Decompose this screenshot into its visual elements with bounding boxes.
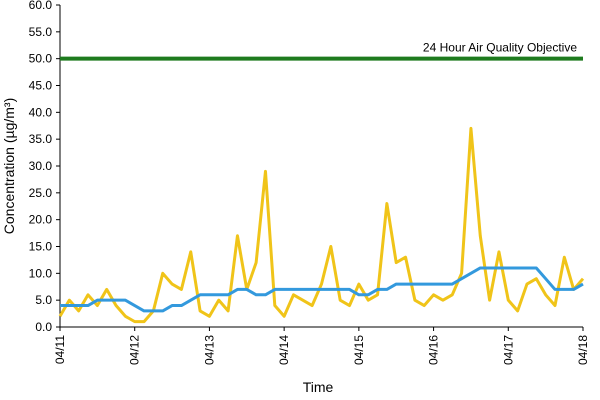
y-tick-label: 5.0 bbox=[35, 293, 52, 307]
x-tick-label: 04/15 bbox=[352, 335, 366, 365]
y-tick-label: 40.0 bbox=[29, 105, 53, 119]
y-tick-label: 60.0 bbox=[29, 0, 53, 12]
y-tick-label: 30.0 bbox=[29, 159, 53, 173]
objective-label: 24 Hour Air Quality Objective bbox=[423, 41, 577, 55]
y-tick-label: 45.0 bbox=[29, 79, 53, 93]
series-line bbox=[58, 126, 585, 324]
y-tick-label: 35.0 bbox=[29, 132, 53, 146]
y-tick-label: 15.0 bbox=[29, 240, 53, 254]
y-tick-label: 25.0 bbox=[29, 186, 53, 200]
x-tick-label: 04/12 bbox=[128, 335, 142, 365]
x-tick-label: 04/13 bbox=[202, 335, 216, 365]
y-tick-label: 55.0 bbox=[29, 25, 53, 39]
y-tick-label: 50.0 bbox=[29, 52, 53, 66]
x-tick-label: 04/17 bbox=[501, 335, 515, 365]
x-tick-label: 04/18 bbox=[576, 335, 590, 365]
y-axis-title: Concentration (µg/m³) bbox=[1, 98, 17, 234]
series-line bbox=[60, 266, 584, 313]
x-axis-title: Time bbox=[303, 379, 334, 395]
x-tick-label: 04/16 bbox=[427, 335, 441, 365]
x-tick-label: 04/14 bbox=[277, 335, 291, 365]
y-tick-label: 10.0 bbox=[29, 266, 53, 280]
y-tick-label: 0.0 bbox=[35, 320, 52, 334]
y-tick-label: 20.0 bbox=[29, 213, 53, 227]
x-tick-label: 04/11 bbox=[53, 335, 67, 364]
